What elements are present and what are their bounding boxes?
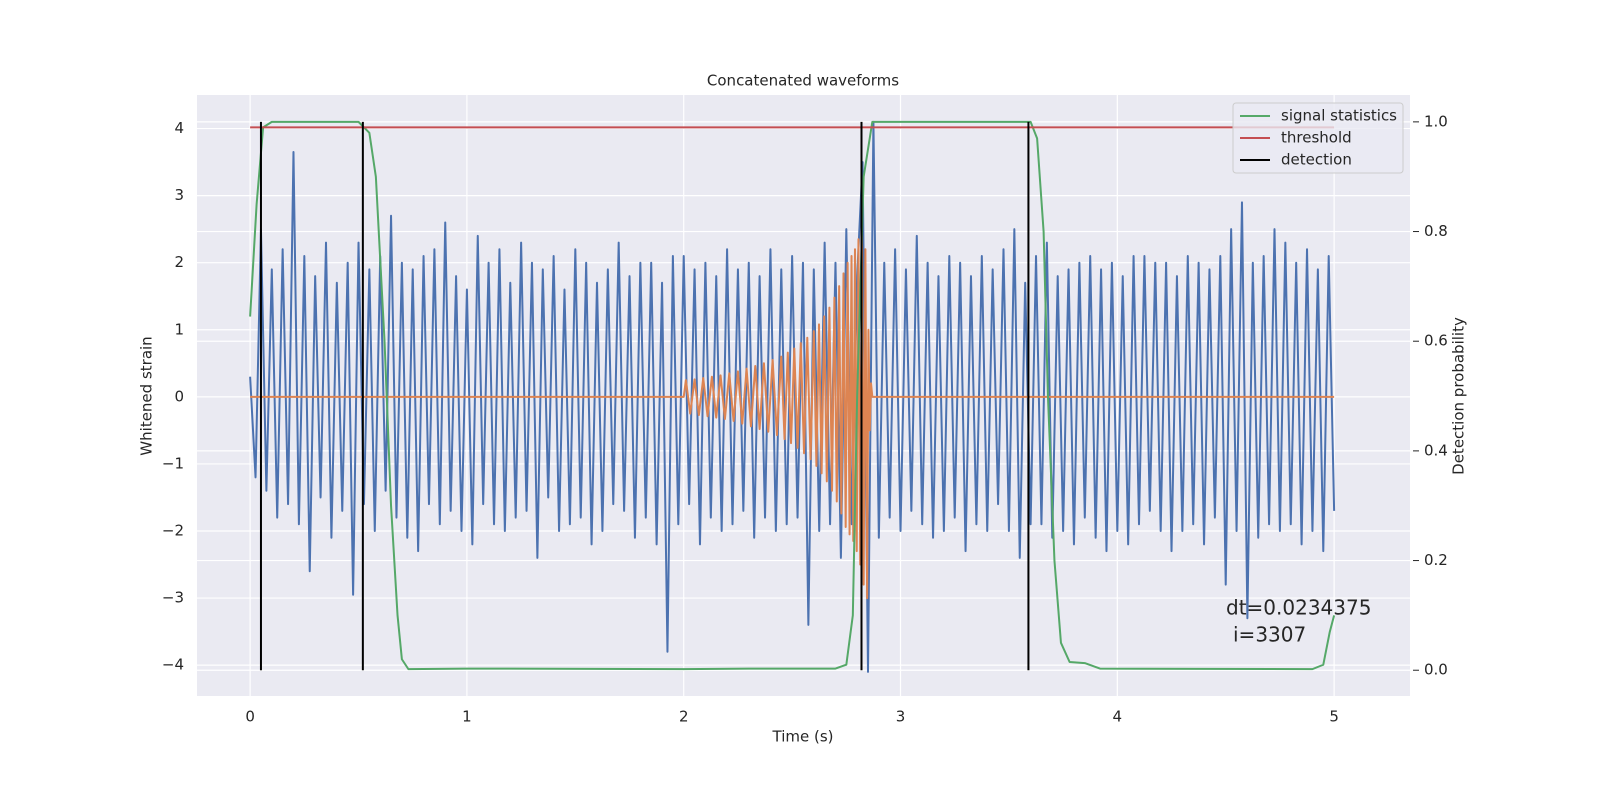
series-line [249, 120, 1336, 673]
annotation: i=3307 [1233, 623, 1306, 647]
legend: signal statistics threshold detection [1232, 102, 1404, 174]
y-tick-label: 1 [174, 320, 184, 338]
y2-tick-label: 1.0 [1424, 112, 1448, 130]
y-tick-label: 0 [174, 387, 184, 405]
y2-tick-label: 0.2 [1424, 551, 1448, 569]
y-tick-label: −4 [162, 656, 184, 674]
x-tick-label: 1 [462, 708, 472, 726]
legend-label: signal statistics [1281, 107, 1397, 125]
x-tick-label: 5 [1329, 708, 1339, 726]
x-tick-label: 3 [896, 708, 906, 726]
annotation: dt=0.0234375 [1226, 596, 1371, 620]
y-tick-label: 4 [174, 119, 184, 137]
series-line [250, 234, 1335, 600]
x-tick-label: 4 [1113, 708, 1123, 726]
y-tick-label: −2 [162, 521, 184, 539]
y-tick-label: −1 [162, 454, 184, 472]
y2-tick-label: 0.8 [1424, 222, 1448, 240]
y-tick-label: 3 [174, 186, 184, 204]
legend-label: threshold [1281, 129, 1352, 147]
axes: 0 1 2 3 4 5 −4 −3 −2 −1 0 1 2 3 4 0.0 0.2 0.4 0.6 0.8 1.0 [162, 112, 1448, 725]
legend-box [1232, 102, 1404, 174]
chart-title: Concatenated waveforms [707, 72, 899, 90]
y2-axis-label: Detection probability [1450, 317, 1468, 475]
y-tick-label: 2 [174, 253, 184, 271]
x-axis-label: Time (s) [772, 728, 834, 746]
legend-label: detection [1281, 151, 1352, 169]
y2-tick-label: 0.4 [1424, 441, 1448, 459]
y-axis-label: Whitened strain [138, 336, 156, 455]
plot-marks [249, 120, 1336, 673]
series-line [249, 120, 1336, 671]
y2-tick-label: 0.0 [1424, 661, 1448, 679]
x-tick-label: 0 [245, 708, 255, 726]
y2-tick-label: 0.6 [1424, 332, 1448, 350]
x-tick-label: 2 [679, 708, 689, 726]
y-tick-label: −3 [162, 589, 184, 607]
